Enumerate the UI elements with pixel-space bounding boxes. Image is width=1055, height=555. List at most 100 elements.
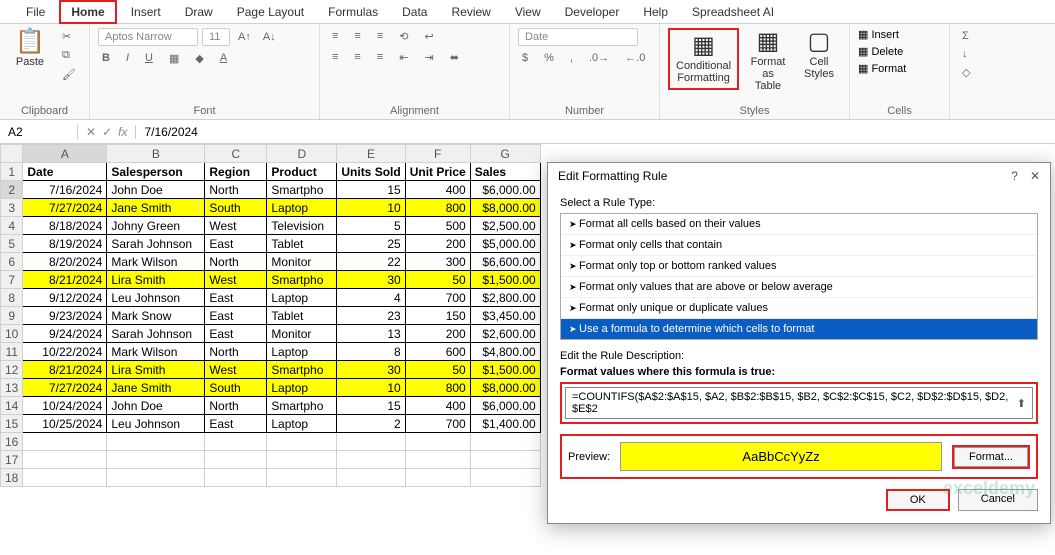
cell[interactable]: West xyxy=(205,217,267,235)
cell[interactable]: 30 xyxy=(337,361,405,379)
cell[interactable] xyxy=(337,469,405,487)
rule-type-item[interactable]: Format only unique or duplicate values xyxy=(561,298,1037,319)
autosum-icon[interactable]: Σ xyxy=(958,28,974,44)
cell[interactable]: 15 xyxy=(337,397,405,415)
cell[interactable]: Laptop xyxy=(267,343,337,361)
row-header-6[interactable]: 6 xyxy=(1,253,23,271)
cell[interactable]: Leu Johnson xyxy=(107,415,205,433)
row-header-14[interactable]: 14 xyxy=(1,397,23,415)
rule-type-item[interactable]: Use a formula to determine which cells t… xyxy=(561,319,1037,339)
header-cell[interactable]: Product xyxy=(267,163,337,181)
underline-button[interactable]: U xyxy=(141,50,157,67)
align-right-icon[interactable]: ≡ xyxy=(373,49,387,66)
bold-button[interactable]: B xyxy=(98,50,114,67)
cell[interactable]: $8,000.00 xyxy=(470,379,540,397)
row-header-10[interactable]: 10 xyxy=(1,325,23,343)
col-header-G[interactable]: G xyxy=(470,145,540,163)
cell[interactable]: 500 xyxy=(405,217,470,235)
align-middle-icon[interactable]: ≡ xyxy=(350,28,364,45)
cell[interactable]: Sarah Johnson xyxy=(107,235,205,253)
fill-icon[interactable]: ↓ xyxy=(958,46,974,62)
cell[interactable] xyxy=(405,469,470,487)
italic-button[interactable]: I xyxy=(122,50,133,67)
indent-right-icon[interactable]: ⇥ xyxy=(420,49,437,66)
indent-left-icon[interactable]: ⇤ xyxy=(395,49,412,66)
cell[interactable]: Sarah Johnson xyxy=(107,325,205,343)
cell[interactable]: Johny Green xyxy=(107,217,205,235)
cell[interactable]: 10 xyxy=(337,379,405,397)
row-header-17[interactable]: 17 xyxy=(1,451,23,469)
tab-review[interactable]: Review xyxy=(441,2,500,22)
cell[interactable] xyxy=(205,469,267,487)
header-cell[interactable]: Units Sold xyxy=(337,163,405,181)
cell[interactable]: 10/25/2024 xyxy=(23,415,107,433)
cell[interactable]: John Doe xyxy=(107,181,205,199)
cell[interactable]: 400 xyxy=(405,181,470,199)
cell[interactable]: Laptop xyxy=(267,415,337,433)
cell[interactable]: 23 xyxy=(337,307,405,325)
cell[interactable]: $5,000.00 xyxy=(470,235,540,253)
tab-view[interactable]: View xyxy=(505,2,551,22)
cell[interactable]: Tablet xyxy=(267,307,337,325)
cell[interactable]: Jane Smith xyxy=(107,379,205,397)
align-left-icon[interactable]: ≡ xyxy=(328,49,342,66)
cell[interactable] xyxy=(267,451,337,469)
cell[interactable]: 150 xyxy=(405,307,470,325)
cell[interactable]: $6,600.00 xyxy=(470,253,540,271)
cell[interactable] xyxy=(337,433,405,451)
cell[interactable] xyxy=(470,451,540,469)
cell[interactable]: 800 xyxy=(405,199,470,217)
cell[interactable]: Lira Smith xyxy=(107,361,205,379)
cell[interactable]: $6,000.00 xyxy=(470,181,540,199)
cell[interactable]: 8/20/2024 xyxy=(23,253,107,271)
cell[interactable] xyxy=(23,451,107,469)
cell[interactable]: 8 xyxy=(337,343,405,361)
cell[interactable] xyxy=(23,469,107,487)
cell[interactable]: Mark Snow xyxy=(107,307,205,325)
cell[interactable]: Jane Smith xyxy=(107,199,205,217)
increase-font-icon[interactable]: A↑ xyxy=(234,29,255,45)
cell[interactable]: $1,500.00 xyxy=(470,271,540,289)
cell[interactable]: 9/23/2024 xyxy=(23,307,107,325)
align-center-icon[interactable]: ≡ xyxy=(350,49,364,66)
col-header-B[interactable]: B xyxy=(107,145,205,163)
cell[interactable]: East xyxy=(205,415,267,433)
cell[interactable]: 300 xyxy=(405,253,470,271)
fill-color-button[interactable]: ◆ xyxy=(191,50,207,67)
cell[interactable]: 10/24/2024 xyxy=(23,397,107,415)
enter-formula-icon[interactable]: ✓ xyxy=(102,125,112,139)
decrease-font-icon[interactable]: A↓ xyxy=(259,29,280,45)
conditional-formatting-button[interactable]: ▦ Conditional Formatting xyxy=(672,32,735,86)
cell[interactable]: 10 xyxy=(337,199,405,217)
cell[interactable]: 8/19/2024 xyxy=(23,235,107,253)
row-header-9[interactable]: 9 xyxy=(1,307,23,325)
cell[interactable] xyxy=(470,433,540,451)
cell[interactable] xyxy=(107,469,205,487)
row-header-18[interactable]: 18 xyxy=(1,469,23,487)
align-top-icon[interactable]: ≡ xyxy=(328,28,342,45)
cell[interactable]: 7/27/2024 xyxy=(23,379,107,397)
border-button[interactable]: ▦ xyxy=(165,50,183,67)
cell[interactable]: 9/24/2024 xyxy=(23,325,107,343)
header-cell[interactable]: Sales xyxy=(470,163,540,181)
cell[interactable] xyxy=(337,451,405,469)
cell[interactable]: 400 xyxy=(405,397,470,415)
formula-input[interactable]: 7/16/2024 xyxy=(136,125,1055,139)
insert-button[interactable]: ▦ Insert xyxy=(858,28,906,41)
cell[interactable] xyxy=(405,451,470,469)
format-button[interactable]: Format... xyxy=(954,447,1028,467)
font-size-select[interactable]: 11 xyxy=(202,28,230,46)
number-format-select[interactable]: Date xyxy=(518,28,638,46)
cell[interactable]: 50 xyxy=(405,271,470,289)
cell[interactable]: Leu Johnson xyxy=(107,289,205,307)
name-box[interactable]: A2 xyxy=(0,125,78,139)
cell[interactable]: Mark Wilson xyxy=(107,343,205,361)
rule-type-item[interactable]: Format only values that are above or bel… xyxy=(561,277,1037,298)
cut-icon[interactable]: ✂ xyxy=(58,28,80,45)
row-header-7[interactable]: 7 xyxy=(1,271,23,289)
rule-type-item[interactable]: Format all cells based on their values xyxy=(561,214,1037,235)
dialog-close-icon[interactable]: ✕ xyxy=(1030,169,1040,183)
cell[interactable] xyxy=(107,433,205,451)
format-painter-icon[interactable]: 🖌 xyxy=(58,66,80,83)
row-header-1[interactable]: 1 xyxy=(1,163,23,181)
